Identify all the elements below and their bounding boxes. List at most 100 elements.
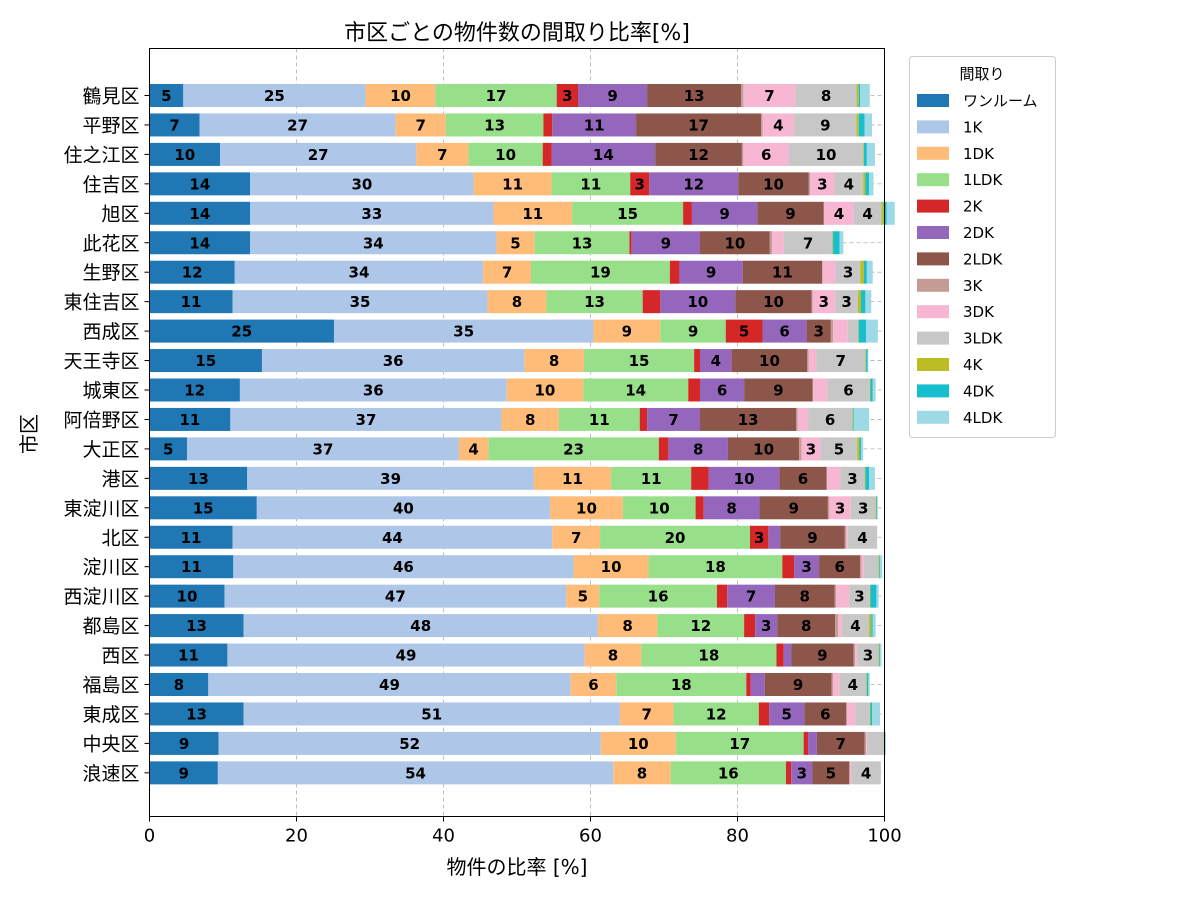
bar-segment [149,614,244,638]
bar-segment [149,466,248,490]
bar-segment [232,290,488,314]
bar-data-label: 13 [584,293,605,311]
bar-segment [866,260,873,284]
bar-data-label: 15 [193,499,214,517]
bar-segment [743,84,796,107]
y-tick-label: 東成区 [82,704,139,726]
bar-data-label: 11 [181,293,202,311]
bar-segment [583,378,689,402]
bar-segment [794,113,857,137]
bar-segment [543,113,553,137]
bar-segment [572,201,684,225]
bar-segment [669,260,680,284]
legend-swatch [917,331,949,345]
bar-segment [872,378,876,402]
bar-segment [629,231,632,255]
bar-segment [869,172,874,196]
y-tick-label: 平野区 [82,115,139,137]
bar-segment [808,349,817,373]
bar-data-label: 10 [495,146,516,164]
bar-segment [844,525,847,549]
bar-segment [780,525,845,549]
bar-segment [834,172,864,196]
bar-segment [857,437,860,461]
bar-data-label: 37 [313,440,334,458]
bar-data-label: 35 [453,323,474,341]
bar-data-label: 5 [161,87,171,105]
bar-data-label: 54 [405,764,426,782]
bar-segment [870,584,877,608]
bar-segment [869,584,871,608]
bar-segment [488,437,659,461]
bar-segment [741,84,744,107]
bar-data-label: 33 [361,205,382,223]
bar-segment [149,231,251,255]
bar-segment [857,643,879,667]
bar-segment [395,113,446,137]
bar-data-label: 11 [181,529,202,547]
bar-data-label: 6 [820,705,830,723]
bar-data-label: 7 [502,264,512,282]
bar-segment [869,466,875,490]
bar-segment [850,496,876,520]
bar-segment [149,349,262,373]
legend-label: 1DK [963,145,995,163]
bar-segment [812,378,814,402]
bar-data-label: 34 [363,234,384,252]
bar-data-label: 10 [628,735,649,753]
bar-segment [856,84,859,107]
bar-data-label: 10 [763,175,784,193]
bar-segment [820,437,858,461]
bar-segment [630,172,650,196]
bar-data-label: 7 [668,411,678,429]
bar-data-label: 11 [562,470,583,488]
bar-data-label: 10 [390,87,411,105]
segment-labels: 5 25 10 17 3 9 13 7 87 27 7 13 11 17 4 910 27 7 10 14 12 6 101… [161,87,873,782]
bar-data-label: 5 [782,705,792,723]
bar-data-label: 5 [510,234,520,252]
bar-segment [256,496,551,520]
bar-data-label: 48 [410,617,431,635]
bar-data-label: 3 [863,647,873,665]
bar-segment [149,142,221,166]
bar-segment [879,555,881,579]
bar-data-label: 14 [625,382,646,400]
bar-segment [556,84,579,107]
bar-segment [149,761,218,785]
bar-data-label: 25 [264,87,285,105]
x-tick-label: 40 [432,826,455,847]
bar-segment [703,496,760,520]
bar-data-label: 36 [383,352,404,370]
bar-data-label: 4 [844,175,854,193]
bar-data-label: 3 [817,175,827,193]
bar-data-label: 14 [189,234,210,252]
bar-data-label: 11 [589,411,610,429]
bar-segment [853,407,870,431]
bar-data-label: 13 [188,470,209,488]
bar-segment [840,466,865,490]
bar-data-label: 11 [522,205,543,223]
bar-segment [149,319,334,343]
bar-segment [642,290,661,314]
bar-data-label: 8 [821,87,831,105]
bar-data-label: 12 [690,617,711,635]
y-tick-label: 浪速区 [82,763,139,785]
bar-data-label: 10 [759,352,780,370]
bar-segment [866,731,867,755]
bar-segment [867,349,869,373]
bar-data-label: 12 [182,264,203,282]
bar-data-label: 13 [186,617,207,635]
bar-data-label: 9 [773,382,783,400]
bar-segment [853,201,882,225]
plot-frame [149,48,885,817]
bar-data-label: 8 [800,588,810,606]
bar-segment [768,525,781,549]
bar-data-label: 15 [195,352,216,370]
bar-segment [757,201,824,225]
bar-segment [876,496,878,520]
bar-segment [619,702,674,726]
bar-segment [865,466,870,490]
bar-segment [852,407,853,431]
bar-segment [232,525,553,549]
bar-data-label: 9 [789,499,799,517]
